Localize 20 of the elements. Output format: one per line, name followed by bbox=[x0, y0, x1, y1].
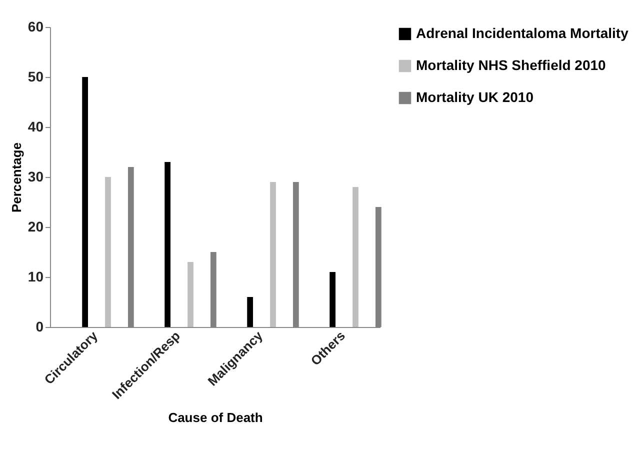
bar bbox=[164, 162, 170, 327]
y-tick-label: 10 bbox=[28, 268, 44, 284]
y-tick-label: 30 bbox=[28, 168, 44, 184]
x-axis-title: Cause of Death bbox=[168, 410, 263, 426]
y-tick-label: 50 bbox=[28, 68, 44, 84]
y-tick-label: 20 bbox=[28, 218, 44, 234]
legend-label: Mortality UK 2010 bbox=[416, 89, 534, 105]
bar bbox=[270, 182, 276, 327]
bar bbox=[330, 272, 336, 327]
bar bbox=[352, 187, 358, 327]
y-axis-title: Percentage bbox=[8, 142, 24, 213]
legend-label: Adrenal Incidentaloma Mortality bbox=[416, 25, 629, 41]
y-tick-label: 60 bbox=[28, 18, 44, 34]
bar bbox=[82, 77, 88, 327]
legend-label: Mortality NHS Sheffield 2010 bbox=[416, 57, 606, 73]
y-tick-label: 40 bbox=[28, 118, 44, 134]
bar bbox=[188, 262, 194, 327]
bar bbox=[105, 177, 111, 327]
bar bbox=[247, 297, 253, 327]
y-tick-label: 0 bbox=[36, 318, 44, 334]
